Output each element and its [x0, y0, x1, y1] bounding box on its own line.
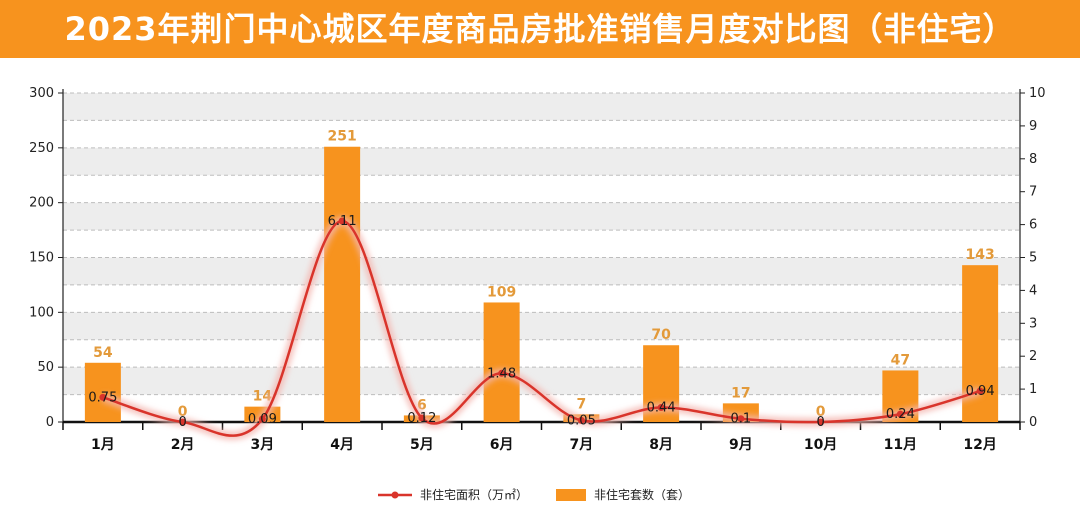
bar-label: 47: [891, 352, 910, 368]
x-tick-label: 3月: [251, 437, 275, 453]
bar-label: 0: [816, 404, 826, 420]
x-tick-label: 4月: [330, 437, 354, 453]
line-data-labels: 0.75 0 0.09 6.11 0.12 1.48 0.05 0.44 0.1 0 0.24 0.9…: [88, 214, 994, 430]
line-point: [896, 410, 904, 418]
grid-band: [63, 202, 1020, 231]
line-label: 0.75: [88, 390, 117, 405]
line-point: [498, 369, 506, 377]
x-tick-label: 11月: [884, 437, 917, 453]
line-point: [817, 418, 825, 426]
x-tick-label: 8月: [649, 437, 673, 453]
y-right-tick-label: 1: [1029, 382, 1037, 397]
y-right-tick-label: 8: [1029, 152, 1037, 167]
bar-label: 143: [966, 247, 995, 263]
y-right-tick-label: 10: [1029, 86, 1046, 101]
bar-label: 6: [417, 397, 427, 413]
grid-lines: [63, 92, 1020, 396]
line-point: [418, 414, 426, 422]
bar-label: 7: [577, 396, 587, 412]
x-tick-label: 6月: [490, 437, 514, 453]
bar: [483, 302, 520, 422]
bar-label: 251: [328, 129, 357, 145]
bar-label: 54: [93, 345, 113, 361]
line-point: [577, 416, 585, 424]
line-point: [338, 217, 346, 225]
line-point: [258, 415, 266, 423]
line-label: 0: [816, 415, 824, 430]
y-right-tick-label: 3: [1029, 316, 1037, 331]
line-label: 6.11: [328, 214, 357, 229]
bar-label: 17: [731, 385, 750, 401]
line-label: 0.94: [966, 384, 995, 399]
y-right-tick-label: 7: [1029, 185, 1037, 200]
x-tick-label: 10月: [804, 437, 837, 453]
line-point: [737, 415, 745, 423]
x-tick-label: 12月: [963, 437, 996, 453]
y-left-tick-label: 300: [29, 86, 54, 101]
y-left-tick-label: 200: [29, 196, 54, 211]
line-point: [657, 404, 665, 412]
line-point: [976, 387, 984, 395]
y-right-tick-label: 4: [1029, 283, 1037, 298]
y-left-tick-label: 0: [46, 415, 54, 430]
line-point: [99, 393, 107, 401]
legend-bar-swatch: [556, 489, 586, 501]
line-label: 0.24: [886, 407, 915, 422]
bar-label: 109: [487, 284, 516, 300]
grid-band: [63, 93, 1020, 121]
y-right-tick-label: 6: [1029, 218, 1037, 233]
grid-band: [63, 312, 1020, 340]
line-label: 0.05: [567, 413, 596, 428]
legend-line-marker: [391, 491, 399, 499]
line-label: 0.09: [248, 412, 277, 427]
line-series: [99, 216, 984, 441]
axes: 0 50 100 150 200 250 300 0 1 2 3 4 5 6 7 8 9 10 1月 2月 3月 4月 5月…: [29, 86, 1045, 453]
x-tick-label: 9月: [729, 437, 753, 453]
line-label: 0.44: [647, 401, 676, 416]
grid-band: [63, 147, 1020, 176]
x-tick-label: 5月: [410, 437, 434, 453]
grid-bands: [63, 93, 1020, 395]
bar: [324, 146, 361, 422]
grid-band: [63, 257, 1020, 285]
bar-label: 14: [253, 389, 273, 405]
x-tick-label: 1月: [91, 437, 115, 453]
line-label: 1.48: [487, 366, 516, 381]
bar-data-labels: 54 0 14 251 6 109 7 70 17 0 47 143: [93, 129, 995, 420]
line-label: 0: [178, 415, 186, 430]
x-tick-label: 7月: [570, 437, 594, 453]
y-right-tick-label: 9: [1029, 119, 1037, 134]
y-left-tick-label: 100: [29, 305, 54, 320]
line-label: 0.12: [407, 411, 436, 426]
line-label: 0.1: [731, 412, 752, 427]
y-right-tick-label: 5: [1029, 251, 1037, 266]
bar-label: 70: [651, 327, 671, 343]
legend-label-line: 非住宅面积（万㎡）: [420, 487, 528, 502]
chart-title: 2023年荆门中心城区年度商品房批准销售月度对比图（非住宅）: [64, 10, 1016, 48]
y-right-tick-label: 0: [1029, 415, 1037, 430]
y-left-tick-label: 250: [29, 141, 54, 156]
y-right-tick-label: 2: [1029, 349, 1037, 364]
bar-series: [84, 146, 999, 422]
bar: [84, 362, 121, 422]
title-bar: [0, 0, 1080, 58]
x-tick-label: 2月: [171, 437, 195, 453]
line-point: [179, 418, 187, 426]
legend-label-bar: 非住宅套数（套）: [594, 487, 690, 502]
y-left-tick-label: 50: [37, 360, 54, 375]
bar-label: 0: [178, 404, 188, 420]
legend: 非住宅面积（万㎡） 非住宅套数（套）: [378, 487, 690, 502]
y-left-tick-label: 150: [29, 251, 54, 266]
